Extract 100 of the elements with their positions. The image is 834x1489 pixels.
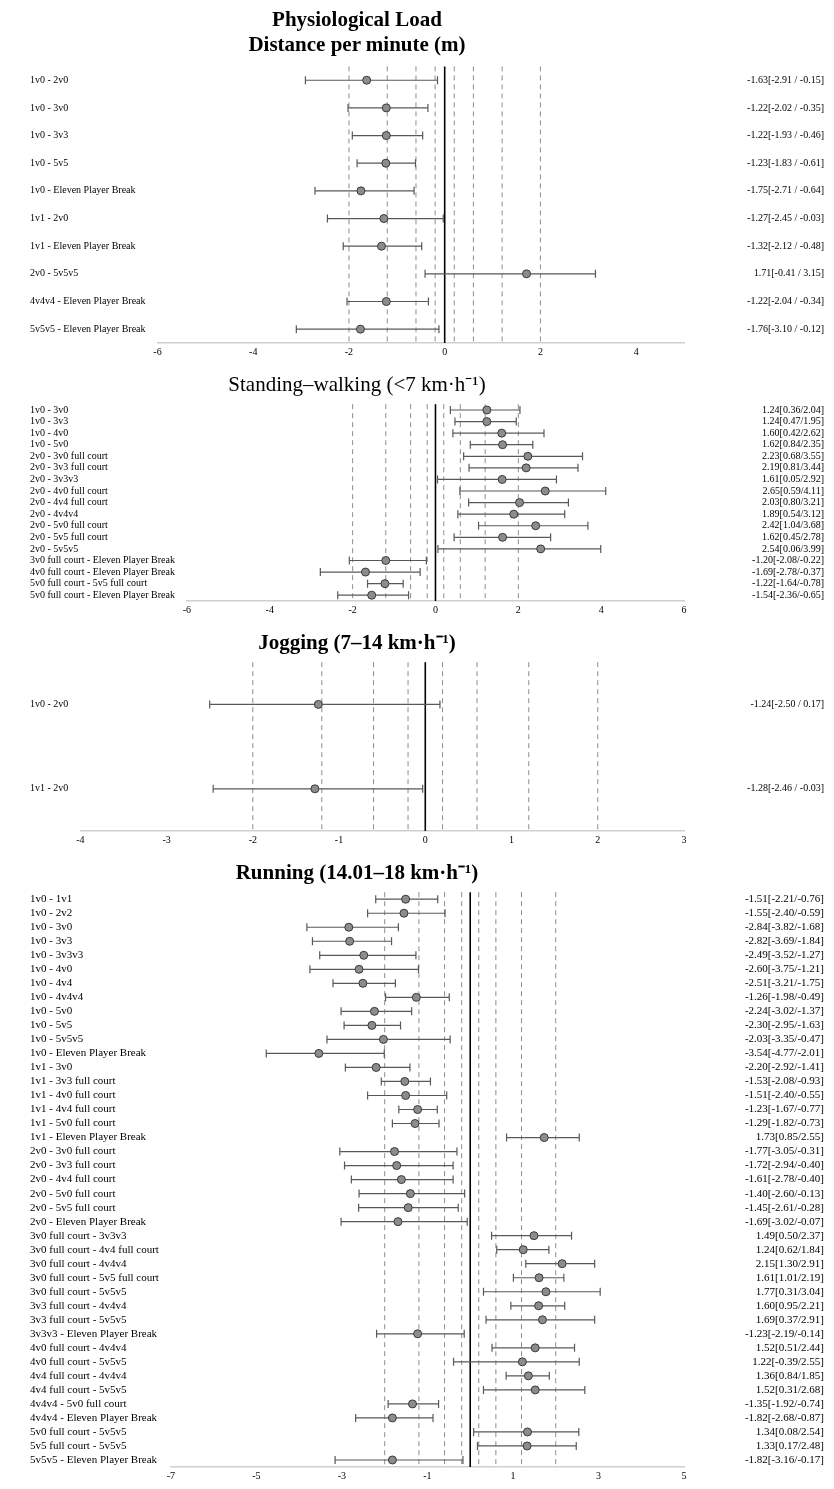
y-tick-label: 2v0 - 4v4 full court [30, 496, 108, 508]
point [378, 1034, 388, 1044]
data-label: -1.69[-2.78/-0.37] [752, 565, 824, 577]
y-tick-label: 2v0 - 3v3v3 [30, 473, 79, 485]
data-label: -1.61[-2.78/-0.40] [744, 1172, 824, 1185]
point [517, 1357, 527, 1367]
y-tick-label: 4v4 full court - 5v5v5 [30, 1382, 128, 1395]
data-label: 2.23[0.68/3.55] [762, 449, 824, 461]
data-label: -1.69[-3.02/-0.07] [744, 1214, 824, 1227]
y-tick-label: 1v1 - 3v0 [30, 1060, 73, 1073]
data-label: 1.22[-0.39/2.55] [752, 1354, 824, 1367]
x-tick-label: 5 [681, 1469, 687, 1481]
point [403, 1203, 413, 1213]
x-tick-label: 6 [681, 603, 687, 615]
x-tick-label: 4 [598, 603, 604, 615]
point [522, 1441, 532, 1451]
y-tick-label: 1v0 - 3v0 [30, 920, 73, 933]
y-tick-label: 4v4v4 - Eleven Player Break [30, 1410, 158, 1423]
point [509, 509, 519, 519]
y-tick-label: 1v1 - 5v0 full court [30, 1116, 116, 1129]
point [497, 428, 507, 438]
chart-title: Physiological Load [272, 7, 443, 32]
y-tick-label: 2v0 - Eleven Player Break [30, 1214, 147, 1227]
data-label: 2.15[1.30/2.91] [755, 1256, 824, 1269]
data-label: -1.23[-2.19/-0.14] [744, 1326, 824, 1339]
point [405, 1189, 415, 1199]
y-tick-label: 1v1 - 4v0 full court [30, 1088, 116, 1101]
point [360, 567, 370, 577]
data-label: -1.32[-2.12 / -0.48] [747, 239, 824, 251]
data-label: -1.40[-2.60/-0.13] [744, 1186, 824, 1199]
point [371, 1062, 381, 1072]
data-label: -1.45[-2.61/-0.28] [744, 1200, 824, 1213]
data-label: -1.24[-2.50 / 0.17] [750, 698, 824, 710]
y-tick-label: 1v0 - 3v0 [30, 403, 69, 415]
data-label: -1.35[-1.92/-0.74] [744, 1396, 824, 1409]
point [482, 405, 492, 415]
point [498, 532, 508, 542]
point [497, 474, 507, 484]
data-label: 2.03[0.80/3.21] [762, 496, 824, 508]
data-label: -1.27[-2.45 / -0.03] [747, 212, 824, 224]
data-label: -2.24[-3.02/-1.37] [744, 1004, 824, 1017]
x-tick-label: 3 [595, 1469, 601, 1481]
data-label: -1.54[-2.36/-0.65] [752, 588, 824, 600]
y-tick-label: 1v0 - 5v5 [30, 1018, 73, 1031]
y-tick-label: 1v0 - 2v0 [30, 698, 69, 710]
y-tick-label: 4v4 full court - 4v4v4 [30, 1368, 128, 1381]
y-tick-label: 4v4v4 - Eleven Player Break [30, 295, 146, 307]
point [381, 555, 391, 565]
x-tick-label: 4 [633, 345, 639, 357]
y-tick-label: 5v5 full court - 5v5v5 [30, 1438, 128, 1451]
y-tick-label: 1v0 - 5v5v5 [30, 1032, 84, 1045]
point [401, 894, 411, 904]
point [367, 1020, 377, 1030]
point [515, 498, 525, 508]
point [356, 186, 366, 196]
y-tick-label: 2v0 - 5v0 full court [30, 1186, 116, 1199]
y-tick-label: 5v5v5 - Eleven Player Break [30, 1452, 158, 1465]
data-label: -1.22[-1.93 / -0.46] [747, 129, 824, 141]
data-label: 1.69[0.37/2.91] [755, 1312, 824, 1325]
point [536, 544, 546, 554]
data-label: -1.51[-2.21/-0.76] [744, 892, 824, 905]
data-label: 2.54[0.06/3.99] [762, 542, 824, 554]
y-tick-label: 2v0 - 4v4v4 [30, 507, 79, 519]
x-tick-label: 2 [537, 345, 543, 357]
y-tick-label: 3v0 full court - 4v4v4 [30, 1256, 128, 1269]
data-label: -1.29[-1.82/-0.73] [744, 1116, 824, 1129]
data-label: -2.20[-2.92/-1.41] [744, 1060, 824, 1073]
x-tick-label: -5 [252, 1469, 261, 1481]
y-tick-label: 4v0 full court - Eleven Player Break [30, 565, 175, 577]
y-tick-label: 2v0 - 3v3 full court [30, 1158, 116, 1171]
data-label: 1.49[0.50/2.37] [755, 1228, 824, 1241]
y-tick-label: 3v0 full court - Eleven Player Break [30, 554, 175, 566]
point [537, 1315, 547, 1325]
x-tick-label: 0 [442, 345, 448, 357]
point [387, 1455, 397, 1465]
point [523, 1427, 533, 1437]
x-tick-label: -2 [248, 833, 257, 845]
y-tick-label: 5v0 full court - Eleven Player Break [30, 588, 175, 600]
point [401, 1090, 411, 1100]
point [354, 964, 364, 974]
point [413, 1105, 423, 1114]
y-tick-label: 1v0 - 3v3 [30, 934, 73, 947]
point [482, 417, 492, 427]
x-tick-label: -6 [182, 603, 192, 615]
point [390, 1147, 400, 1157]
data-label: 1.62[0.84/2.35] [762, 438, 824, 450]
y-tick-label: 1v1 - 4v4 full court [30, 1102, 116, 1115]
data-label: 1.71[-0.41 / 3.15] [753, 267, 824, 279]
y-tick-label: 4v0 full court - 5v5v5 [30, 1354, 128, 1367]
point [530, 1343, 540, 1353]
data-label: 1.36[0.84/1.85] [755, 1368, 824, 1381]
x-tick-label: -4 [76, 833, 85, 845]
point [540, 486, 550, 496]
x-tick-label: -3 [337, 1469, 347, 1481]
point [381, 103, 391, 113]
y-tick-label: 3v0 full court - 4v4 full court [30, 1242, 159, 1255]
point [522, 269, 532, 279]
data-label: -1.51[-2.40/-0.55] [744, 1088, 824, 1101]
x-tick-label: -3 [162, 833, 171, 845]
data-label: -1.75[-2.71 / -0.64] [747, 184, 824, 196]
